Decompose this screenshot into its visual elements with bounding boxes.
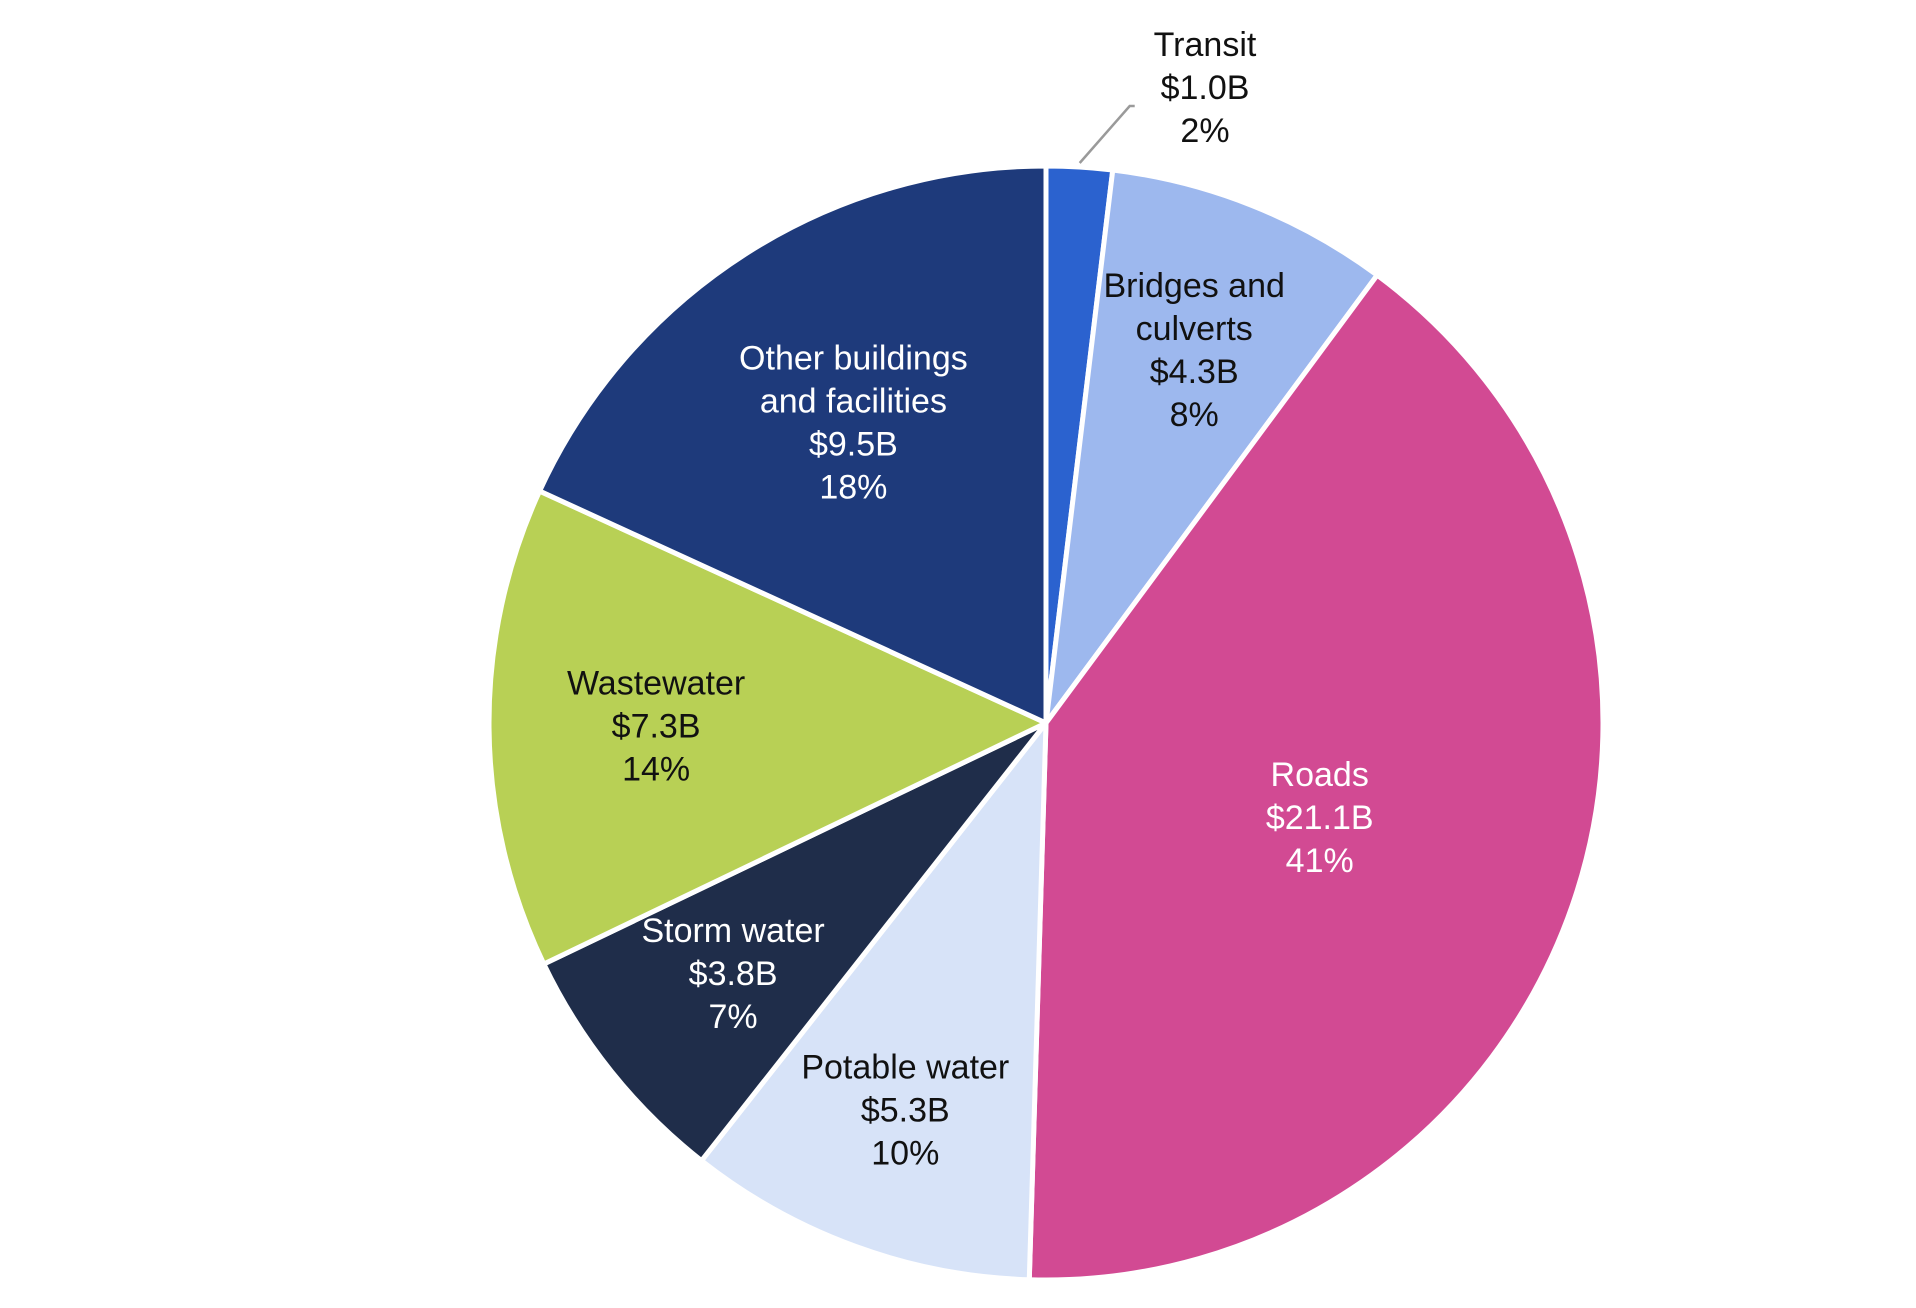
slice-bridges-and-culverts-amount: $4.3B	[1150, 353, 1239, 391]
slice-transit-amount: $1.0B	[1161, 69, 1250, 107]
slice-bridges-and-culverts-percent: 8%	[1170, 396, 1219, 434]
pie-slices	[486, 163, 1606, 1283]
slice-other-buildings-and-facilities-name-line-1: Other buildings	[739, 340, 968, 378]
pie-slice-storm-water	[541, 720, 1049, 1164]
slice-storm-water-amount: $3.8B	[689, 955, 778, 993]
slice-storm-water-name-line-1: Storm water	[641, 912, 824, 950]
slice-roads-amount: $21.1B	[1266, 799, 1374, 837]
slice-roads-name-line-1: Roads	[1271, 756, 1369, 794]
slice-bridges-and-culverts-name-line-1: Bridges and	[1103, 267, 1284, 305]
slice-label-roads: Roads $21.1B 41%	[1266, 756, 1374, 880]
slice-potable-water-percent: 10%	[871, 1134, 939, 1172]
slice-roads-percent: 41%	[1286, 842, 1354, 880]
slice-label-potable-water: Potable water $5.3B 10%	[801, 1048, 1009, 1172]
slice-transit-name-line-1: Transit	[1154, 26, 1257, 64]
pie-slice-other-buildings-and-facilities	[537, 163, 1049, 726]
slice-potable-water-amount: $5.3B	[861, 1091, 950, 1129]
slice-wastewater-name-line-1: Wastewater	[567, 665, 745, 703]
slice-label-storm-water: Storm water $3.8B 7%	[641, 912, 824, 1036]
slice-wastewater-amount: $7.3B	[612, 708, 701, 746]
pie-slice-wastewater	[486, 488, 1049, 967]
slice-other-buildings-and-facilities-name-line-2: and facilities	[760, 383, 947, 421]
slice-labels: Transit $1.0B 2% Bridges and culverts $4.3B 8%…	[567, 26, 1374, 1172]
slice-label-other-buildings-and-facilities: Other buildings and facilities $9.5B 18%	[739, 340, 968, 507]
slice-wastewater-percent: 14%	[622, 751, 690, 789]
slice-label-transit: Transit $1.0B 2%	[1154, 26, 1257, 150]
slice-transit-percent: 2%	[1180, 112, 1229, 150]
pie-slice-potable-water	[699, 720, 1049, 1283]
pie-slice-bridges-and-culverts	[1043, 167, 1380, 726]
slice-other-buildings-and-facilities-percent: 18%	[819, 469, 887, 507]
slice-bridges-and-culverts-name-line-2: culverts	[1136, 310, 1253, 348]
pie-slice-roads	[1026, 272, 1606, 1283]
slice-other-buildings-and-facilities-amount: $9.5B	[809, 426, 898, 464]
transit-leader-line	[1078, 104, 1135, 164]
slice-label-bridges-and-culverts: Bridges and culverts $4.3B 8%	[1103, 267, 1284, 434]
slice-label-wastewater: Wastewater $7.3B 14%	[567, 665, 745, 789]
leader-lines	[1078, 104, 1135, 164]
slice-storm-water-percent: 7%	[709, 998, 758, 1036]
slice-potable-water-name-line-1: Potable water	[801, 1048, 1009, 1086]
